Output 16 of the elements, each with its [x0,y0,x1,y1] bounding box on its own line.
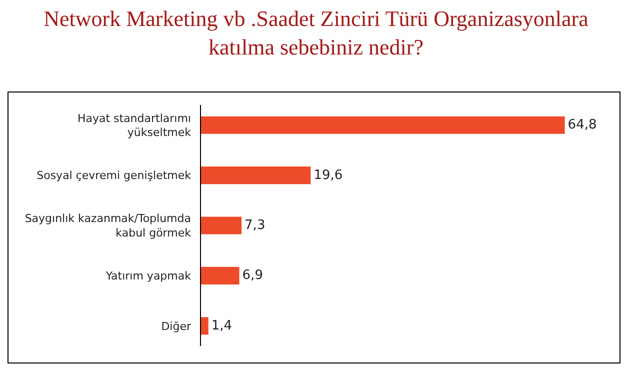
data-label: 19,6 [314,168,343,183]
bar [200,317,208,335]
y-tick-label: Hayat standartlarımı yükseltmek [77,112,192,140]
bar [200,216,242,234]
data-label: 7,3 [244,218,266,234]
y-tick-label: Saygınlık kazanmak/Toplumda kabul görmek [24,212,192,240]
chart-title: Network Marketing vb .Saadet Zinciri Türü Organizasyonlara katılma sebebiniz nedir? [44,6,589,60]
bar [200,266,240,284]
y-tick-label: Diğer [161,320,192,333]
y-tick-label: Sosyal çevremi genişletmek [36,169,192,182]
bar [200,166,311,184]
data-label: 1,4 [211,318,232,334]
data-label: 64,8 [568,118,597,133]
data-label: 6,9 [242,268,263,284]
bar [200,116,565,134]
y-tick-label: Yatırım yapmak [104,270,192,283]
